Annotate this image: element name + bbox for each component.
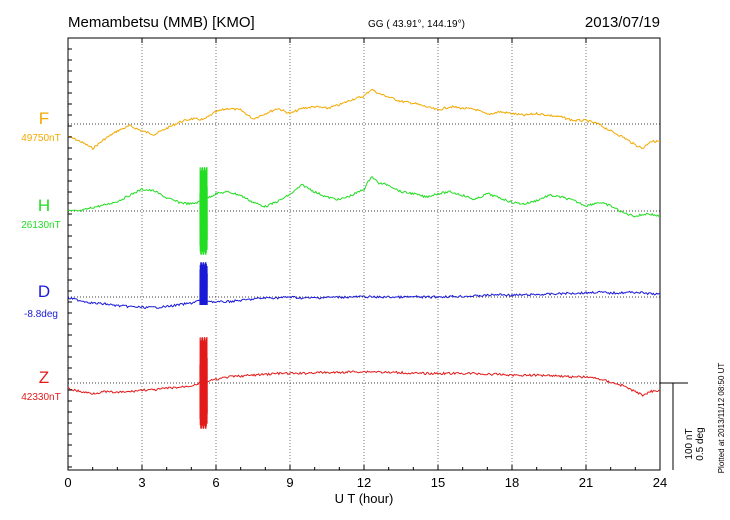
series-baseline-label-D: -8.8deg bbox=[24, 309, 58, 320]
x-tick-label: 9 bbox=[286, 475, 293, 490]
grid-lines bbox=[141, 38, 587, 470]
series-baseline-label-F: 49750nT bbox=[21, 133, 60, 144]
x-tick-label: 3 bbox=[138, 475, 145, 490]
x-tick-label: 21 bbox=[579, 475, 593, 490]
series-line-F bbox=[67, 88, 661, 151]
series-line-D bbox=[67, 290, 661, 310]
series-labels: F 49750nT H 26130nT D -8.8deg Z 42330nT bbox=[21, 109, 60, 403]
series-name-Z: Z bbox=[39, 368, 49, 387]
chart-date: 2013/07/19 bbox=[585, 14, 660, 31]
scale-bar: 100 nT 0.5 deg bbox=[660, 382, 706, 470]
series-baseline-label-H: 26130nT bbox=[21, 220, 60, 231]
station-coordinates: GG ( 43.91°, 144.19°) bbox=[368, 19, 465, 30]
scale-label-nt: 100 nT bbox=[684, 428, 695, 459]
series-baseline-label-Z: 42330nT bbox=[21, 392, 60, 403]
x-axis-label: U T (hour) bbox=[335, 491, 394, 506]
x-axis-ticks: 0 3 6 9 12 15 18 21 24 bbox=[64, 38, 667, 490]
series-name-F: F bbox=[39, 109, 49, 128]
series-burst-D bbox=[199, 262, 208, 306]
series-name-D: D bbox=[38, 282, 50, 301]
x-tick-label: 6 bbox=[212, 475, 219, 490]
series-burst-Z bbox=[199, 337, 208, 429]
series-line-Z bbox=[67, 370, 661, 397]
scale-label-deg: 0.5 deg bbox=[695, 427, 706, 460]
series-name-H: H bbox=[38, 196, 50, 215]
series-group bbox=[67, 88, 661, 429]
x-tick-label: 15 bbox=[431, 475, 445, 490]
station-title: Memambetsu (MMB) [KMO] bbox=[68, 14, 255, 31]
x-tick-label: 0 bbox=[64, 475, 71, 490]
series-burst-H bbox=[199, 167, 208, 255]
x-tick-label: 12 bbox=[357, 475, 371, 490]
series-line-H bbox=[67, 176, 661, 218]
x-tick-label: 24 bbox=[653, 475, 667, 490]
plotted-at-note: Plotted at 2013/11/12 08:50 UT bbox=[717, 363, 726, 474]
x-tick-label: 18 bbox=[505, 475, 519, 490]
